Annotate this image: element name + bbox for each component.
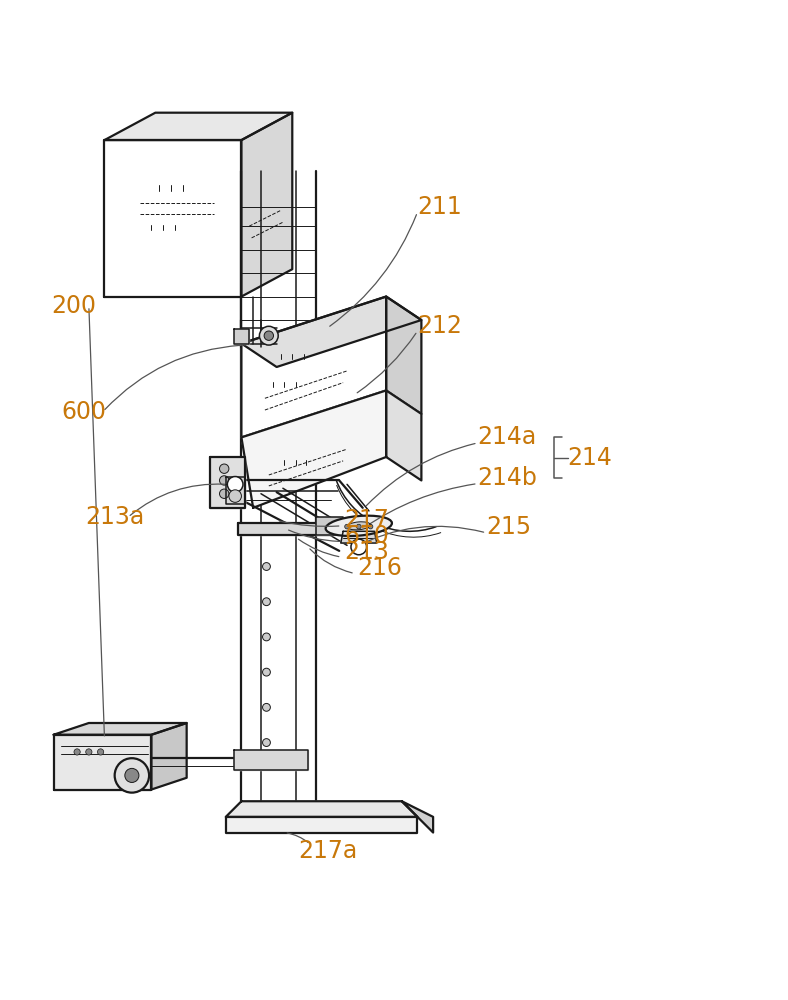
Circle shape [86, 749, 92, 755]
Text: 200: 200 [51, 294, 96, 318]
Circle shape [259, 326, 278, 345]
Polygon shape [226, 801, 418, 817]
Text: 214a: 214a [478, 425, 537, 449]
Text: 213: 213 [344, 540, 388, 564]
Polygon shape [241, 297, 386, 437]
Text: 212: 212 [418, 314, 463, 338]
Text: 214: 214 [567, 446, 612, 470]
Circle shape [262, 598, 270, 606]
Polygon shape [386, 390, 422, 480]
Circle shape [125, 768, 139, 782]
Circle shape [262, 633, 270, 641]
Circle shape [115, 758, 149, 793]
Circle shape [262, 668, 270, 676]
Circle shape [229, 490, 241, 502]
Circle shape [264, 331, 273, 340]
Polygon shape [226, 477, 245, 504]
Circle shape [262, 527, 270, 535]
Text: 214b: 214b [478, 466, 537, 490]
Text: 610: 610 [344, 524, 388, 548]
Ellipse shape [347, 522, 370, 530]
Polygon shape [316, 517, 343, 535]
Polygon shape [105, 113, 292, 140]
Circle shape [262, 703, 270, 711]
Circle shape [98, 749, 104, 755]
Text: 213a: 213a [85, 505, 144, 529]
Polygon shape [402, 801, 433, 833]
Polygon shape [340, 531, 377, 543]
Text: 217a: 217a [299, 839, 358, 863]
Circle shape [368, 524, 373, 529]
Circle shape [228, 477, 243, 492]
Polygon shape [241, 297, 422, 367]
Text: 211: 211 [418, 195, 463, 219]
Circle shape [356, 524, 361, 529]
Polygon shape [54, 735, 151, 790]
Text: 600: 600 [61, 400, 106, 424]
Polygon shape [386, 297, 422, 414]
Circle shape [220, 476, 229, 485]
Circle shape [351, 539, 366, 555]
Polygon shape [233, 329, 249, 344]
Polygon shape [210, 457, 245, 508]
Polygon shape [54, 723, 187, 735]
Text: 215: 215 [486, 515, 531, 539]
Ellipse shape [325, 516, 392, 536]
Circle shape [220, 464, 229, 473]
Text: 217: 217 [344, 508, 388, 532]
Circle shape [220, 489, 229, 498]
Polygon shape [233, 750, 308, 770]
Circle shape [262, 492, 270, 500]
Polygon shape [241, 390, 386, 508]
Circle shape [262, 563, 270, 570]
Polygon shape [151, 723, 187, 790]
Polygon shape [226, 817, 418, 833]
Circle shape [344, 524, 349, 529]
Text: 216: 216 [357, 556, 402, 580]
Circle shape [262, 457, 270, 465]
Polygon shape [241, 113, 292, 297]
Circle shape [262, 739, 270, 746]
Circle shape [74, 749, 80, 755]
Polygon shape [105, 140, 241, 297]
Polygon shape [237, 523, 332, 535]
